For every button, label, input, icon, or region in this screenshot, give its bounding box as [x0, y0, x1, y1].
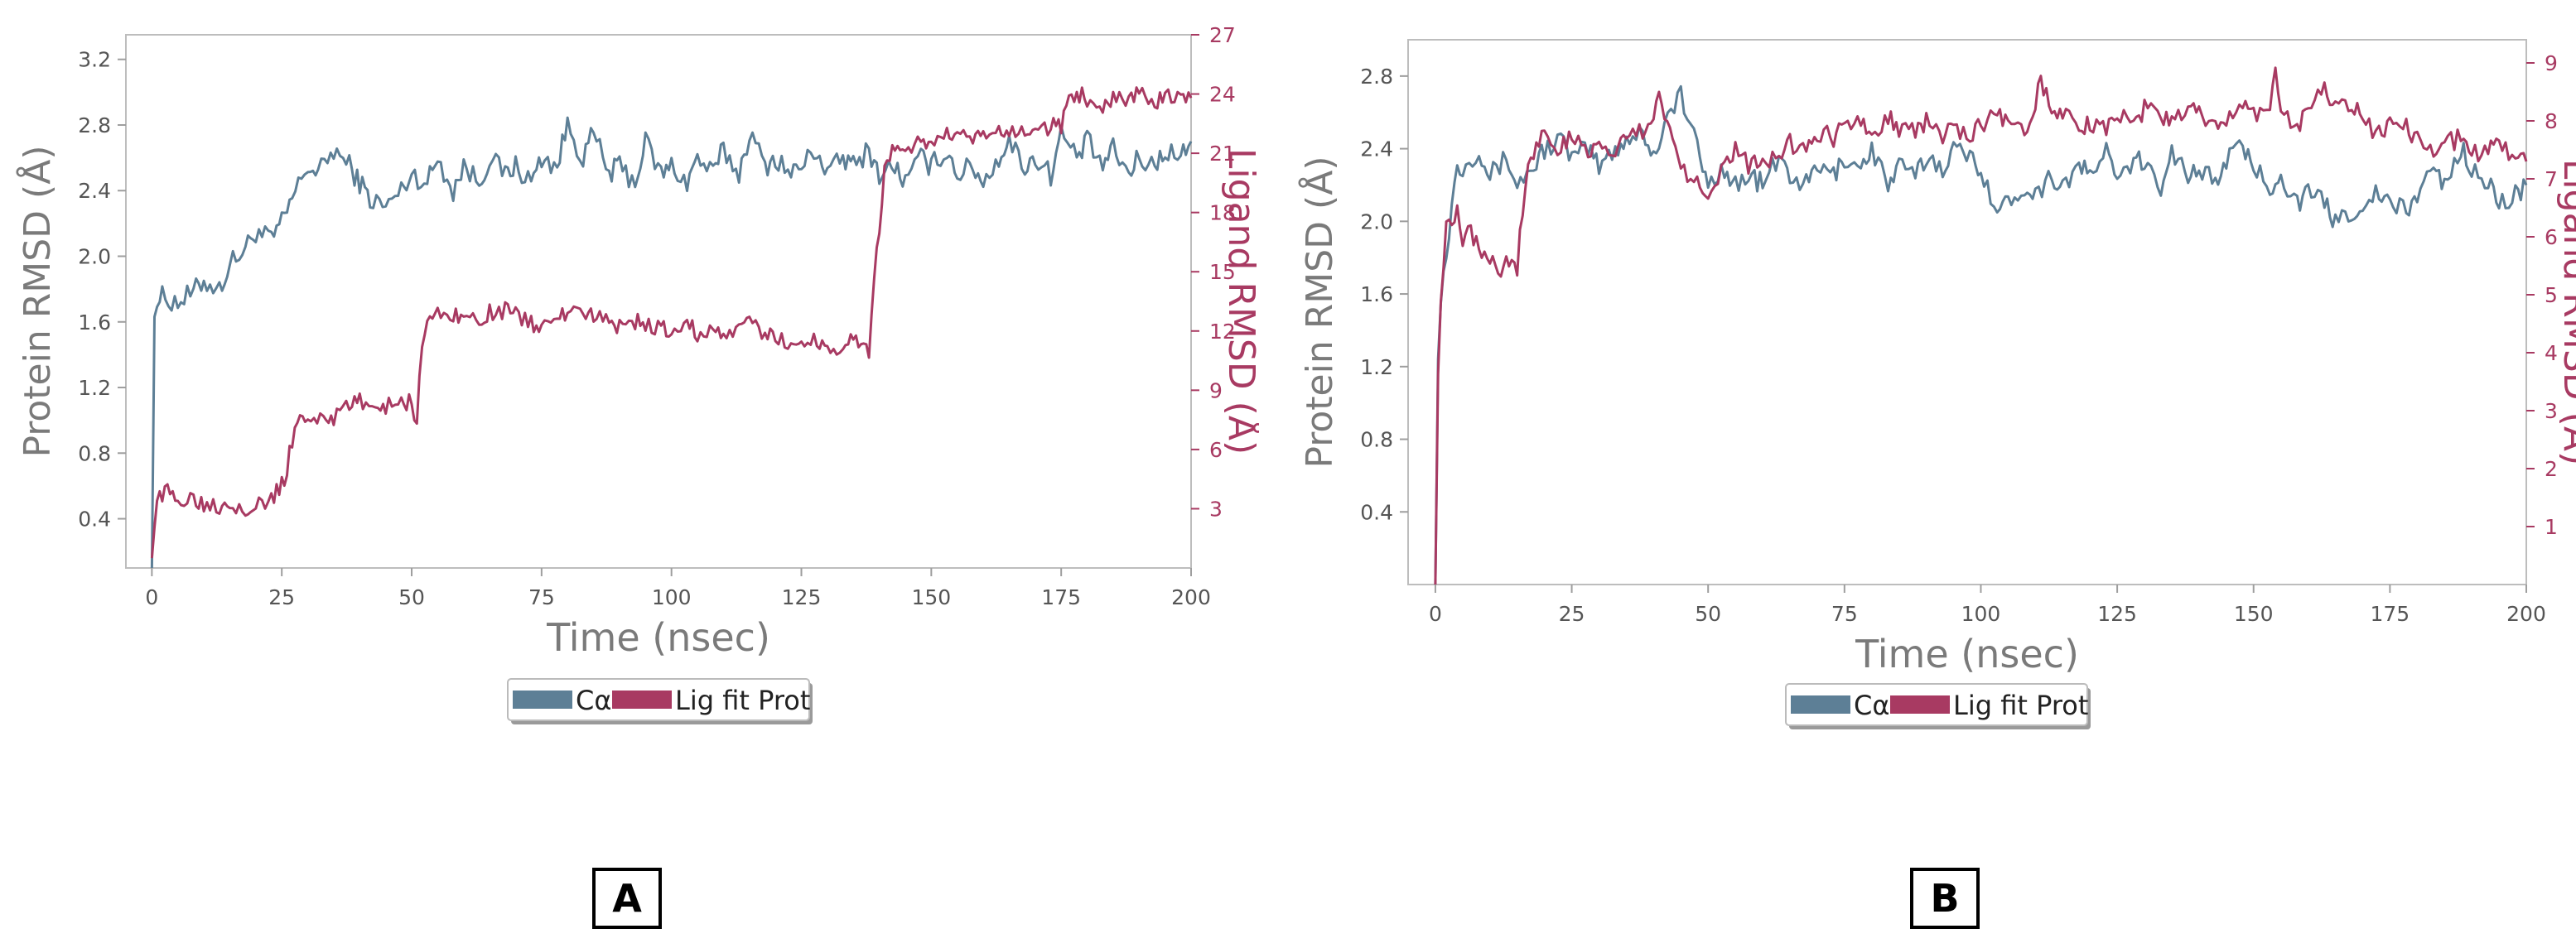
- y-left-tick-label: 0.8: [1360, 428, 1393, 452]
- chart-panel-a: 0 25 50 75 100 125 150 175 200 0.4 0.8 1.2 1.6 2.0 2.4…: [0, 0, 1259, 745]
- x-tick-label: 0: [145, 585, 158, 609]
- x-tick-label: 0: [1429, 602, 1442, 626]
- y-right-tick-label: 21: [1209, 142, 1236, 166]
- y-right-tick-label: 24: [1209, 83, 1236, 107]
- y-right-tick-label: 4: [2545, 341, 2558, 365]
- y-left-axis-title: Protein RMSD (Å): [15, 146, 59, 458]
- x-tick-label: 150: [911, 585, 951, 609]
- plot-area: [125, 34, 1192, 569]
- y-left-tick-label: 0.4: [78, 508, 111, 532]
- rmsd-chart-a: 0 25 50 75 100 125 150 175 200 0.4 0.8 1.2 1.6 2.0 2.4…: [15, 23, 1259, 724]
- y-left-tick-label: 2.0: [1360, 209, 1393, 233]
- series-line-lig-fit-prot: [1434, 66, 2528, 585]
- x-tick-label: 150: [2234, 602, 2274, 626]
- y-left-tick-label: 2.4: [1360, 137, 1393, 161]
- panel-label-a: A: [592, 868, 662, 929]
- y-left-axis-title: Protein RMSD (Å): [1297, 156, 1341, 469]
- x-tick-label: 25: [1559, 602, 1585, 626]
- y-right-tick-label: 3: [2545, 399, 2558, 423]
- x-tick-label: 125: [782, 585, 822, 609]
- x-axis-title: Time (nsec): [546, 615, 770, 660]
- x-tick-label: 200: [1171, 585, 1211, 609]
- x-tick-label: 50: [1695, 602, 1721, 626]
- y-left-tick-label: 1.6: [1360, 282, 1393, 306]
- x-tick-label: 100: [652, 585, 692, 609]
- y-left-tick-label: 2.8: [1360, 65, 1393, 89]
- y-right-tick-label: 2: [2545, 457, 2558, 481]
- y-right-tick-label: 8: [2545, 109, 2558, 133]
- y-left-tick-label: 2.0: [78, 245, 111, 269]
- y-right-tick-label: 6: [2545, 225, 2558, 249]
- y-left-tick-label: 0.8: [78, 441, 111, 465]
- x-tick-label: 125: [2097, 602, 2137, 626]
- y-right-tick-label: 15: [1209, 260, 1236, 284]
- legend-label-calpha: Cα: [576, 685, 611, 716]
- y-right-tick-label: 27: [1209, 23, 1236, 47]
- legend-label-lig-fit-prot: Lig fit Prot: [675, 685, 810, 716]
- y-left-tick-label: 2.4: [78, 179, 111, 203]
- x-tick-label: 50: [398, 585, 425, 609]
- panel-label-b: B: [1910, 868, 1980, 929]
- x-axis-title: Time (nsec): [1855, 632, 2079, 676]
- x-tick-label: 175: [1041, 585, 1081, 609]
- y-right-tick-label: 5: [2545, 283, 2558, 307]
- y-left-tick-label: 1.6: [78, 310, 111, 334]
- legend-label-lig-fit-prot: Lig fit Prot: [1953, 690, 2088, 721]
- y-right-tick-label: 7: [2545, 167, 2558, 191]
- x-tick-label: 100: [1961, 602, 2001, 626]
- series-line-calpha: [1434, 84, 2528, 585]
- y-right-tick-label: 6: [1209, 438, 1223, 462]
- y-left-tick-label: 2.8: [78, 113, 111, 137]
- y-right-tick-label: 18: [1209, 201, 1236, 225]
- y-right-axis-title: Ligand RMSD (Å): [2555, 159, 2576, 465]
- x-tick-label: 175: [2371, 602, 2410, 626]
- y-right-axis-title: Ligand RMSD (Å): [1220, 148, 1259, 455]
- rmsd-chart-b: 0 25 50 75 100 125 150 175 2000.40.81.21.62.02.4…: [1297, 39, 2576, 729]
- y-left-tick-label: 3.2: [78, 48, 111, 72]
- y-right-tick-label: 3: [1209, 497, 1223, 521]
- chart-panel-b: 0 25 50 75 100 125 150 175 200 0.4 0.8 1.2 1.6 2.0 2.4…: [1276, 0, 2576, 762]
- y-right-tick-label: 12: [1209, 320, 1236, 344]
- y-left-tick-label: 0.4: [1360, 500, 1393, 524]
- x-tick-label: 200: [2506, 602, 2546, 626]
- legend-label-calpha: Cα: [1854, 690, 1889, 721]
- x-tick-label: 25: [268, 585, 295, 609]
- y-left-tick-label: 1.2: [1360, 355, 1393, 379]
- x-tick-label: 75: [1831, 602, 1858, 626]
- y-right-tick-label: 9: [2545, 51, 2558, 75]
- y-right-tick-label: 9: [1209, 378, 1223, 402]
- series-line-lig-fit-prot: [150, 86, 1193, 559]
- plot-area: [1407, 39, 2527, 585]
- x-tick-label: 75: [528, 585, 555, 609]
- y-left-tick-label: 1.2: [78, 376, 111, 400]
- series-line-calpha: [150, 116, 1193, 569]
- y-right-tick-label: 1: [2545, 515, 2558, 539]
